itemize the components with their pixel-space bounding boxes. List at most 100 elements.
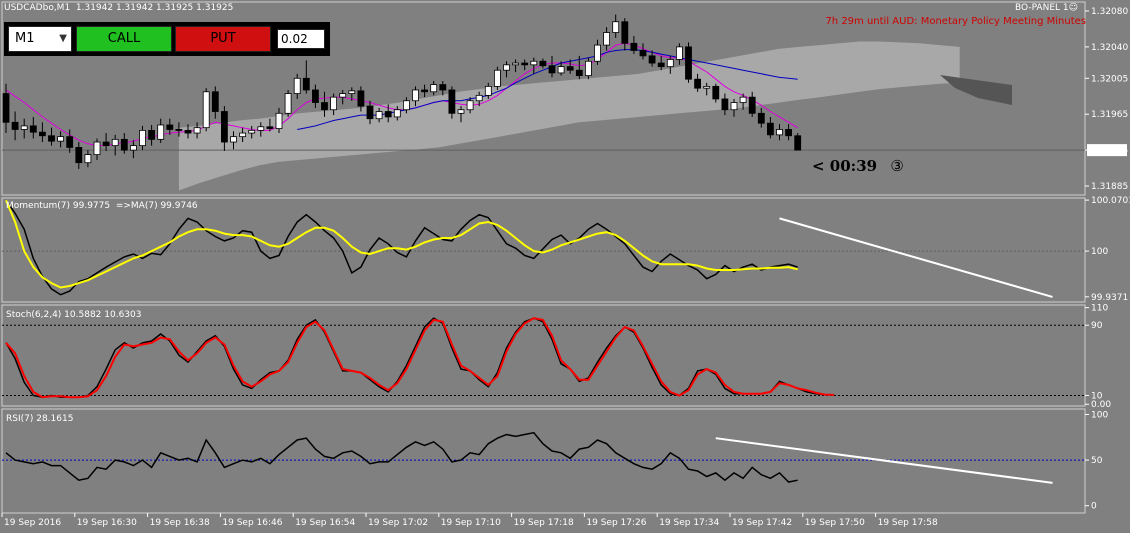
candle-body <box>330 96 338 111</box>
candle-body <box>311 89 319 103</box>
candle-body <box>211 91 219 112</box>
candle-body <box>402 100 410 111</box>
timeframe-value: M1 <box>15 31 35 46</box>
price-tick-label: 1.31885 <box>1091 182 1128 192</box>
candle-body <box>776 129 783 136</box>
indicator-tick-label: 10 <box>1091 391 1103 401</box>
candle-body <box>739 96 747 103</box>
candle-body <box>585 60 592 77</box>
candle-body <box>84 154 92 164</box>
candle-body <box>557 66 565 74</box>
candle-body <box>166 124 174 130</box>
candle-body <box>20 125 28 130</box>
candle-body <box>794 135 802 151</box>
candle-body <box>466 100 474 111</box>
candle-body <box>93 141 101 156</box>
ma-fast-line <box>5 42 798 147</box>
amount-input[interactable]: 0.02 <box>277 29 325 49</box>
candle-body <box>493 69 501 87</box>
candle-body <box>202 91 210 129</box>
candle-body <box>339 93 347 98</box>
series-line-ma-7- <box>5 199 798 289</box>
candle-body <box>721 98 729 111</box>
momentum-label: Momentum(7) 99.9775 =>MA(7) 99.9746 <box>6 201 198 211</box>
time-tick-label: 19 Sep 17:50 <box>805 518 865 528</box>
current-price-tag <box>1087 144 1127 157</box>
stoch-label: Stoch(6,2,4) 10.5882 10.6303 <box>6 310 142 320</box>
candle-body <box>321 102 328 111</box>
candle-body <box>266 126 274 129</box>
candle-body <box>139 129 146 147</box>
price-tick-label: 1.31965 <box>1091 110 1128 120</box>
candle-body <box>512 62 519 66</box>
candle-body <box>748 96 756 114</box>
candle-body <box>393 109 401 118</box>
trendline <box>715 437 1053 484</box>
indicator-tick-label: 90 <box>1091 321 1103 331</box>
candle-body <box>348 90 356 94</box>
candle-body <box>375 111 383 120</box>
candle-body <box>757 112 765 124</box>
timeframe-select[interactable]: M1 ▼ <box>8 26 72 52</box>
candle-body <box>366 105 374 120</box>
candle-body <box>357 90 365 107</box>
news-alert: 7h 29m until AUD: Monetary Policy Meetin… <box>825 16 1086 27</box>
indicator-tick-label: 0 <box>1091 502 1097 512</box>
candle-body <box>111 138 119 147</box>
candle-body <box>612 21 620 33</box>
candle-body <box>448 89 456 114</box>
panel-name: BO-PANEL 1☺ <box>1014 3 1078 13</box>
indicator-tick-label: 50 <box>1091 456 1103 466</box>
price-tick-label: 1.32080 <box>1091 7 1128 17</box>
candle-body <box>11 121 19 130</box>
candle-body <box>430 84 438 93</box>
candle-body <box>39 131 46 137</box>
candle-body <box>193 127 201 134</box>
time-tick-label: 19 Sep 17:10 <box>441 518 501 528</box>
price-tick-label: 1.32005 <box>1091 74 1128 84</box>
symbol-info: USDCADbo,M1 1.31942 1.31942 1.31925 1.31… <box>4 3 234 13</box>
candle-body <box>621 21 629 44</box>
candle-body <box>157 124 165 140</box>
indicator-tick-label: 110 <box>1091 304 1108 314</box>
call-button[interactable]: CALL <box>76 26 172 52</box>
time-tick-label: 19 Sep 16:54 <box>295 518 355 528</box>
time-tick-label: 19 Sep 17:34 <box>659 518 719 528</box>
candle-body <box>548 65 556 74</box>
candle-body <box>102 141 110 147</box>
indicator-tick-label: 100 <box>1091 247 1108 257</box>
candle-body <box>129 145 137 151</box>
candle-body <box>230 136 237 143</box>
ichimoku-cloud-dark <box>940 75 1012 105</box>
candle-body <box>575 69 583 77</box>
indicator-tick-label: 99.9371 <box>1091 293 1128 303</box>
candle-body <box>785 129 792 137</box>
time-tick-label: 19 Sep 17:18 <box>514 518 574 528</box>
candle-body <box>503 64 510 71</box>
candle-body <box>676 46 683 60</box>
pane-frame-1 <box>1 197 1086 303</box>
candle-body <box>275 112 283 129</box>
candle-body <box>184 129 192 134</box>
time-tick-label: 19 Sep 17:42 <box>732 518 792 528</box>
candle-body <box>648 55 656 64</box>
ichimoku-cloud <box>178 41 960 191</box>
candle-body <box>730 102 738 111</box>
candle-body <box>120 138 128 151</box>
candle-body <box>712 85 720 100</box>
candle-body <box>384 111 392 118</box>
candle-body <box>439 84 447 91</box>
candle-countdown: < 00:39 ③ <box>812 157 904 175</box>
series-line-stoch-k <box>5 317 835 398</box>
time-tick-label: 19 Sep 17:58 <box>878 518 938 528</box>
candle-body <box>57 136 64 142</box>
candle-body <box>566 66 574 71</box>
trade-panel: M1 ▼ CALL PUT 0.02 <box>4 22 330 56</box>
price-tick-label: 1.32040 <box>1091 43 1128 53</box>
countdown-text: < 00:39 <box>812 157 878 175</box>
candle-body <box>630 42 638 51</box>
put-button[interactable]: PUT <box>175 26 271 52</box>
candle-body <box>703 85 711 89</box>
